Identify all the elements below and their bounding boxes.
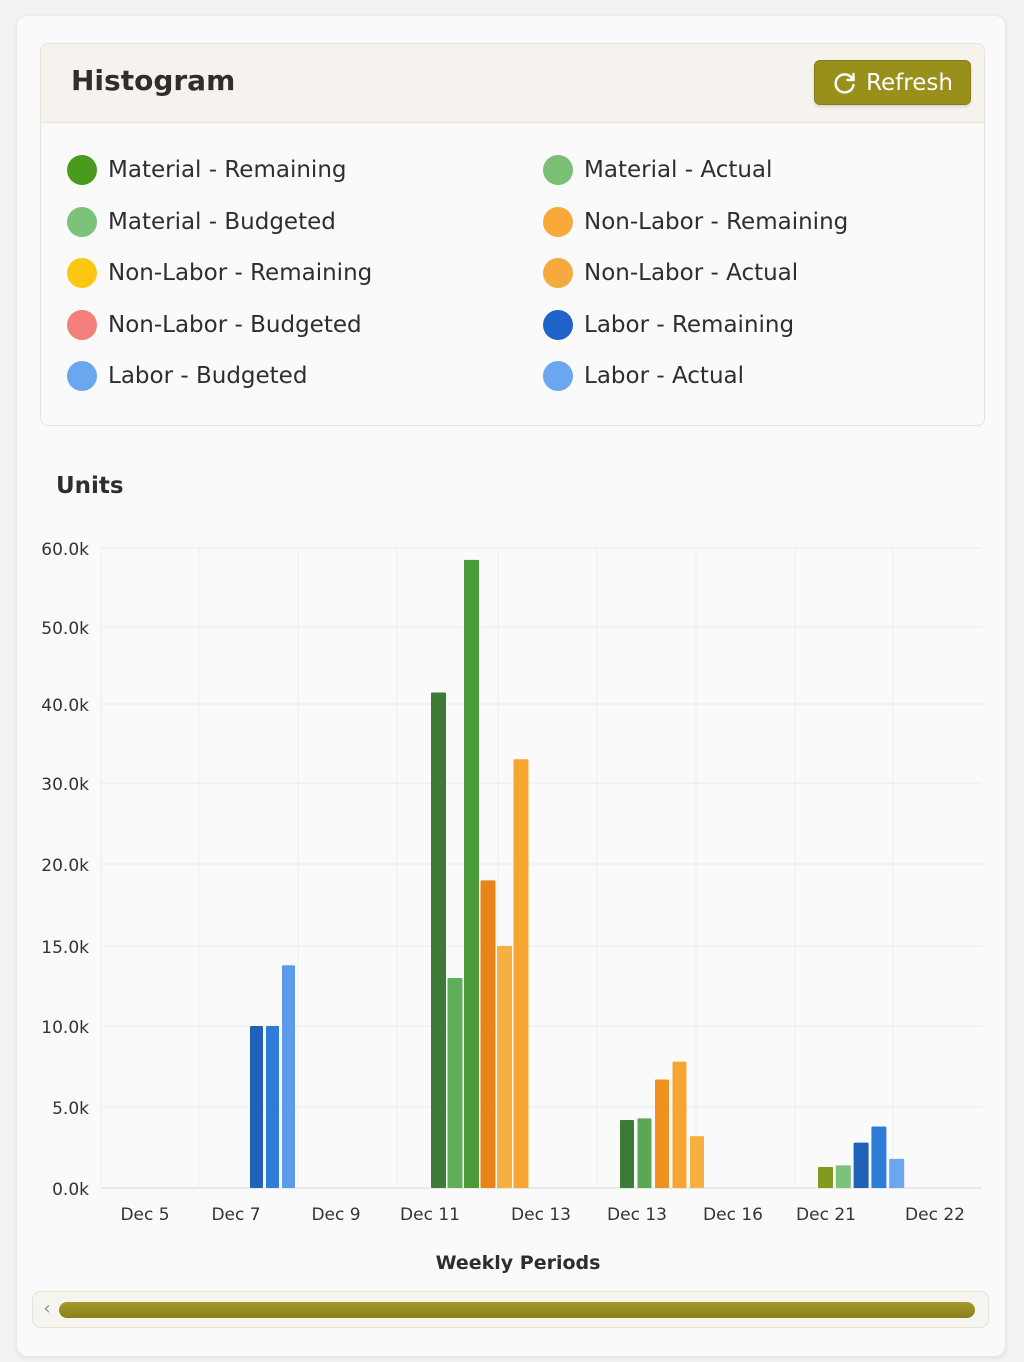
histogram-panel: Histogram Refresh Material - Remaining Ma… xyxy=(40,43,985,426)
chart-bar xyxy=(464,559,479,1188)
legend-item[interactable]: Material - Budgeted xyxy=(67,205,336,239)
chart-bar xyxy=(835,1165,851,1188)
legend-swatch-icon xyxy=(543,258,573,288)
legend-item[interactable]: Material - Actual xyxy=(543,153,772,187)
chart-bar xyxy=(889,1158,905,1188)
x-tick-label: Dec 21 xyxy=(796,1205,856,1225)
legend-item[interactable]: Non-Labor - Remaining xyxy=(543,205,848,239)
legend-swatch-icon xyxy=(67,309,97,340)
y-tick-label: 50.0k xyxy=(41,619,89,639)
refresh-button[interactable]: Refresh xyxy=(814,60,971,105)
chart-bar xyxy=(871,1126,887,1188)
legend-item[interactable]: Material - Remaining xyxy=(67,153,347,187)
chart-bar xyxy=(480,880,496,1188)
y-tick-label: 5.0k xyxy=(52,1099,89,1119)
chart-bar xyxy=(447,978,463,1188)
x-tick-label: Dec 7 xyxy=(211,1205,260,1225)
legend-swatch-icon xyxy=(67,361,97,391)
x-tick-label: Dec 16 xyxy=(703,1205,763,1225)
page-title: Histogram xyxy=(71,64,236,97)
x-tick-label: Dec 9 xyxy=(311,1205,360,1225)
legend-swatch-icon xyxy=(543,361,573,391)
chart-bar xyxy=(620,1119,634,1188)
legend-label: Non-Labor - Remaining xyxy=(584,208,849,235)
refresh-icon xyxy=(834,72,855,94)
chart-bar xyxy=(497,946,512,1188)
legend-label: Material - Remaining xyxy=(108,157,347,183)
legend-item[interactable]: Non-Labor - Actual xyxy=(543,256,798,290)
scroll-left-icon[interactable]: ‹ xyxy=(43,1298,51,1319)
chart-bar xyxy=(655,1079,669,1188)
chart-bar xyxy=(431,692,446,1188)
x-axis-title: Weekly Periods xyxy=(436,1252,601,1274)
legend-label: Non-Labor - Budgeted xyxy=(108,311,362,338)
legend-label: Non-Labor - Actual xyxy=(584,260,799,286)
legend-swatch-icon xyxy=(543,309,573,340)
x-tick-label: Dec 13 xyxy=(607,1205,667,1225)
chart-bar xyxy=(266,1026,279,1188)
legend-swatch-icon xyxy=(543,206,573,237)
chart-bar xyxy=(818,1166,833,1188)
x-tick-label: Dec 22 xyxy=(905,1205,965,1225)
y-tick-label: 20.0k xyxy=(41,856,89,876)
y-tick-label: 15.0k xyxy=(41,938,89,958)
y-tick-label: 30.0k xyxy=(41,775,89,795)
legend-label: Labor - Budgeted xyxy=(108,363,308,389)
chart-bar xyxy=(513,759,529,1188)
horizontal-scrollbar[interactable]: ‹ xyxy=(32,1291,989,1328)
y-tick-label: 40.0k xyxy=(41,696,89,716)
legend-item[interactable]: Non-Labor - Budgeted xyxy=(67,308,362,342)
y-tick-label: 0.0k xyxy=(52,1180,89,1200)
legend-label: Labor - Actual xyxy=(584,363,745,389)
scrollbar-thumb[interactable] xyxy=(59,1302,975,1318)
chart-bar xyxy=(282,965,295,1188)
y-axis-title: Units xyxy=(56,473,124,499)
legend-label: Labor - Remaining xyxy=(584,311,795,338)
legend-swatch-icon xyxy=(67,258,97,288)
x-tick-label: Dec 13 xyxy=(511,1205,571,1225)
x-tick-label: Dec 11 xyxy=(400,1205,460,1225)
panel-header: Histogram Refresh xyxy=(41,44,984,123)
refresh-label: Refresh xyxy=(866,69,953,96)
legend-item[interactable]: Labor - Remaining xyxy=(543,308,794,342)
legend-item[interactable]: Non-Labor - Remaining xyxy=(67,256,372,290)
legend-item[interactable]: Labor - Actual xyxy=(543,359,744,393)
legend-label: Material - Actual xyxy=(584,157,773,183)
chart-bar xyxy=(250,1026,263,1188)
legend-swatch-icon xyxy=(67,155,97,185)
legend-item[interactable]: Labor - Budgeted xyxy=(67,359,307,393)
x-tick-label: Dec 5 xyxy=(120,1205,169,1225)
y-tick-label: 60.0k xyxy=(41,540,89,560)
legend-label: Non-Labor - Remaining xyxy=(108,260,373,286)
legend-swatch-icon xyxy=(543,155,573,185)
chart-bar xyxy=(637,1118,652,1188)
chart-bar xyxy=(672,1061,687,1188)
y-tick-label: 10.0k xyxy=(41,1018,89,1038)
legend-swatch-icon xyxy=(67,206,97,237)
legend-label: Material - Budgeted xyxy=(108,208,336,235)
chart-bar xyxy=(690,1136,704,1188)
bar-chart: 0.0k 5.0k 10.0k 15.0k 20.0k 30.0k 40.0k 50.0k 60… xyxy=(41,540,982,1274)
chart-bar xyxy=(853,1142,869,1188)
